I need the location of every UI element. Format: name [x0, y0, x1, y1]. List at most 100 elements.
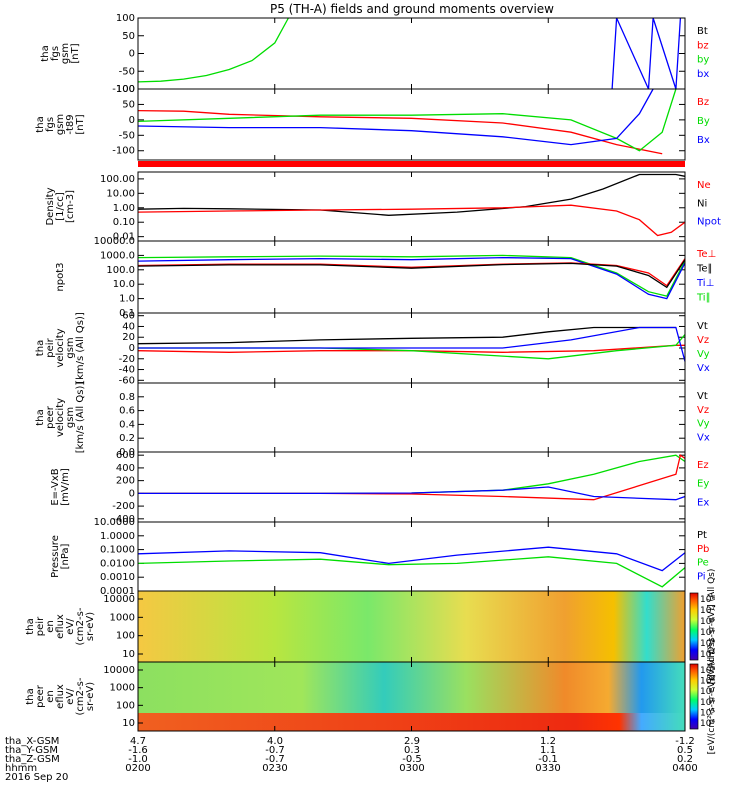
- time-axis-value: 4.0: [267, 736, 283, 747]
- series-line-Te∥: [137, 259, 686, 289]
- spectrogram: [138, 591, 685, 662]
- y-axis-label-line: gsm: [60, 43, 71, 64]
- y-tick-label: 10000: [103, 594, 135, 605]
- y-axis-label-line: tha: [35, 116, 46, 132]
- series-line-by: [137, 17, 289, 83]
- y-tick-label: 60: [122, 311, 135, 322]
- series-line-Vx: [138, 326, 686, 362]
- time-axis-value: 4.7: [130, 736, 146, 747]
- y-tick-label: 0.01: [113, 232, 135, 243]
- legend-item: Te⊥: [696, 249, 716, 260]
- legend-item: Pt: [697, 530, 707, 541]
- colorbar-tick-label: 10⁴: [700, 719, 715, 729]
- legend-item: Bt: [697, 26, 708, 37]
- y-axis-label: tha peir velocity gsm [km/s (All Qs)]: [35, 312, 86, 384]
- panel-2: 100 50 0 -50 -100 tha fgs gsm -t89 [nT] Bz By Bx: [35, 84, 710, 161]
- colorbar-tick-label: 10⁵: [700, 628, 715, 638]
- y-axis-label-line: en: [45, 690, 56, 703]
- colorbar-tick-label: 10⁵: [700, 708, 715, 718]
- y-tick-label: 50: [122, 31, 135, 42]
- y-tick-label: 100.00: [100, 174, 135, 185]
- y-tick-label: -100: [112, 84, 135, 95]
- y-axis-label-line: peer: [45, 405, 56, 429]
- y-axis-label-line: E=-VxB: [50, 468, 61, 505]
- y-tick-label: 0.1000: [100, 545, 135, 556]
- date-label: 2016 Sep 20: [5, 772, 68, 783]
- time-axis-value: 0.5: [677, 745, 693, 756]
- time-axis-value: 0330: [535, 763, 560, 774]
- y-tick-label: -50: [119, 130, 135, 141]
- y-tick-label: 0.6: [119, 406, 135, 417]
- series-line-Ni: [137, 173, 686, 216]
- y-tick-label: 40: [122, 321, 135, 332]
- y-tick-label: 10.00: [106, 188, 135, 199]
- series-line-Ne: [137, 204, 686, 237]
- time-axis-value: -1.6: [128, 745, 148, 756]
- panel-frame: [137, 382, 686, 453]
- y-tick-label: 1.0: [119, 294, 135, 305]
- legend-item: by: [697, 55, 709, 66]
- panel-4: 10000.0 1000.0 100.0 10.0 1.0 0.1 npot3 Te⊥ Te∥ T…: [55, 236, 716, 319]
- time-axis-value: 0300: [399, 763, 424, 774]
- colorbar-tick-label: 10⁷: [700, 606, 715, 616]
- panel-frame: [137, 521, 686, 592]
- legend-item: Vx: [697, 363, 710, 374]
- y-tick-label: 10: [122, 649, 135, 660]
- legend-item: Vx: [697, 432, 710, 443]
- time-axis-value: 0230: [262, 763, 287, 774]
- y-axis-label-line: [nT]: [70, 43, 81, 63]
- y-axis-label-line: Density: [45, 187, 56, 225]
- panel-8: 10.0000 1.0000 0.1000 0.0100 0.0010 0.0001 Pre…: [50, 517, 709, 597]
- legend-item: bx: [697, 69, 709, 80]
- legend-item: Ex: [697, 497, 709, 508]
- time-axis-row-label: hhmm: [5, 763, 37, 774]
- series-line-Ti∥: [137, 254, 686, 297]
- y-tick-label: 1000.0: [100, 250, 135, 261]
- legend-item: Pb: [697, 544, 709, 555]
- y-axis-label-line: Pressure: [50, 535, 61, 578]
- time-axis-value: 2.9: [404, 736, 420, 747]
- legend-item: Ti∥: [696, 293, 711, 304]
- y-axis-label: E=-VxB [mV/m]: [50, 468, 71, 506]
- y-axis-label-line: velocity: [55, 328, 66, 367]
- time-axis-value: -1.2: [675, 736, 695, 747]
- y-tick-label: 1.00: [113, 203, 135, 214]
- y-tick-label: 100: [116, 13, 135, 24]
- y-axis-label: tha peer velocity gsm [km/s (All Qs)]: [35, 382, 86, 454]
- y-axis-label-line: peir: [35, 616, 46, 636]
- panel-frame: [137, 451, 686, 523]
- y-axis-label-line: gsm: [65, 337, 76, 358]
- legend-item: Pi: [697, 571, 706, 582]
- y-axis-label-line: eV/: [65, 618, 76, 635]
- y-tick-label: 0.0: [119, 447, 135, 458]
- colorbar-tick-label: 10³: [700, 650, 715, 660]
- panel-1: 100 50 0 -50 -100 tha fgs gsm [nT] Bt bz by bx: [40, 13, 709, 95]
- series-line-Bx: [137, 88, 654, 146]
- y-tick-label: 0.10: [113, 217, 135, 228]
- y-tick-label: -40: [119, 365, 135, 376]
- y-tick-label: 0.0100: [100, 558, 135, 569]
- y-axis-label-line: gsm: [55, 114, 66, 135]
- legend-item: Ti⊥: [696, 278, 714, 289]
- y-tick-label: 0: [129, 115, 135, 126]
- y-tick-label: 0.0001: [100, 586, 135, 597]
- panel-frame: [137, 171, 686, 242]
- panel-frame: [137, 88, 686, 161]
- legend-item: Pe: [697, 558, 709, 569]
- time-axis-value: 0.3: [404, 745, 420, 756]
- y-tick-label: 100: [116, 631, 135, 642]
- legend-item: Bx: [697, 135, 710, 146]
- time-axis-row-label: tha_Y-GSM: [5, 745, 58, 756]
- series-line-By: [137, 88, 677, 152]
- colorbar-tick-label: 10⁶: [700, 617, 715, 627]
- series-line-Bz: [137, 109, 663, 155]
- y-axis-label-line: npot3: [55, 262, 66, 291]
- y-axis-label-line: sr-eV): [85, 682, 96, 711]
- y-tick-label: -400: [112, 514, 135, 525]
- panel-frame: [137, 17, 686, 90]
- colorbar: [689, 592, 699, 661]
- legend-item: Ez: [697, 460, 709, 471]
- y-axis-label-line: [km/s (All Qs)]: [75, 312, 86, 384]
- y-tick-label: 100.0: [106, 265, 135, 276]
